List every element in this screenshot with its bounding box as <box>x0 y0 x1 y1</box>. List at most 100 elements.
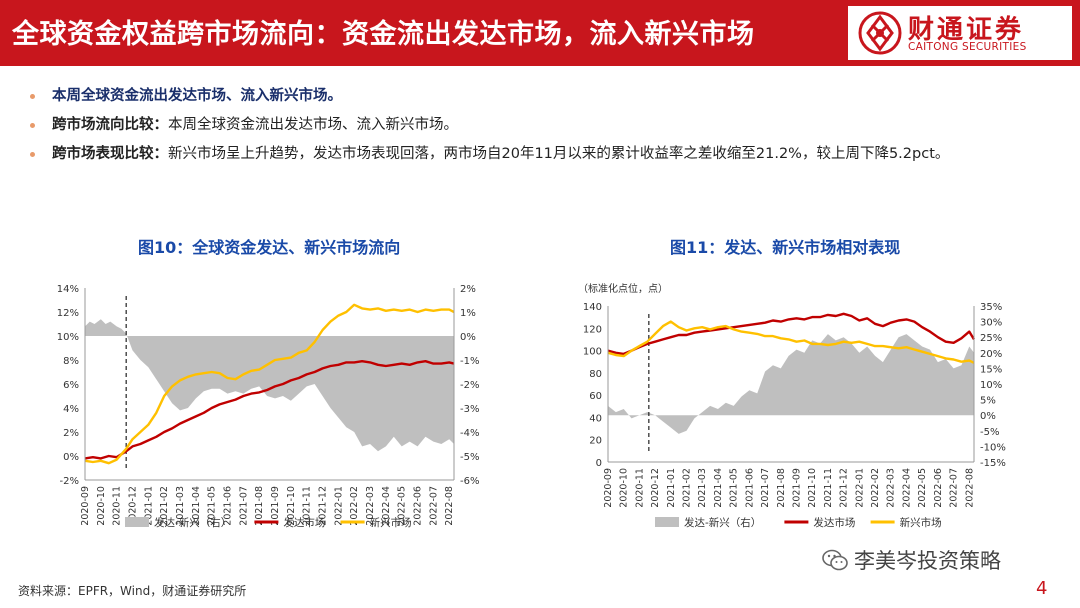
y-left-tick-label: 0 <box>596 458 602 469</box>
x-tick-label: 2021-10 <box>286 486 297 526</box>
x-tick-label: 2022-05 <box>917 468 928 508</box>
series-line-developed <box>607 312 976 356</box>
x-tick-label: 2022-04 <box>901 468 912 508</box>
y-right-tick-label: -5% <box>980 427 999 438</box>
page-title: 全球资金权益跨市场流向：资金流出发达市场，流入新兴市场 <box>12 19 755 50</box>
y-left-tick-label: 120 <box>583 324 602 335</box>
page-number: 4 <box>1036 578 1048 599</box>
x-tick-label: 2021-01 <box>666 468 677 508</box>
x-tick-label: 2020-12 <box>650 468 661 508</box>
chart1-title: 图10：全球资金发达、新兴市场流向 <box>138 238 401 257</box>
x-tick-label: 2020-12 <box>128 486 139 526</box>
y-right-tick-label: 2% <box>460 284 476 295</box>
x-tick-label: 2021-04 <box>191 486 202 526</box>
x-tick-label: 2021-06 <box>744 468 755 508</box>
y-left-tick-label: 140 <box>583 302 602 313</box>
bullet-item: 跨市场表现比较：新兴市场呈上升趋势，发达市场表现回落，两市场自20年11月以来的… <box>30 144 949 173</box>
x-tick-label: 2021-08 <box>776 468 787 508</box>
y-left-tick-label: 80 <box>589 369 602 380</box>
bullet-item: 本周全球资金流出发达市场、流入新兴市场。 <box>30 86 949 115</box>
y-left-tick-label: 10% <box>57 332 79 343</box>
x-tick-label: 2020-09 <box>603 468 614 508</box>
x-tick-label: 2021-08 <box>254 486 265 526</box>
unit-label: （标准化点位，点） <box>578 282 668 295</box>
y-right-tick-label: -2% <box>460 380 479 391</box>
x-tick-label: 2022-08 <box>444 486 455 526</box>
bullet-lead: 跨市场流向比较： <box>52 117 168 133</box>
x-tick-label: 2021-03 <box>697 468 708 508</box>
y-right-tick-label: -3% <box>460 404 479 415</box>
x-tick-label: 2021-02 <box>159 486 170 526</box>
x-tick-label: 2022-06 <box>413 486 424 526</box>
x-tick-label: 2020-10 <box>96 486 107 526</box>
wechat-icon <box>822 549 848 571</box>
x-tick-label: 2022-06 <box>933 468 944 508</box>
bullet-dot-icon <box>30 123 35 128</box>
x-tick-label: 2022-03 <box>365 486 376 526</box>
x-tick-label: 2021-07 <box>238 486 249 526</box>
series-area-diff <box>85 319 454 452</box>
legend-swatch-area <box>125 517 149 527</box>
y-right-tick-label: -15% <box>980 458 1006 469</box>
chart2-title: 图11：发达、新兴市场相对表现 <box>670 238 901 257</box>
y-right-tick-label: 35% <box>980 302 1002 313</box>
y-left-tick-label: -2% <box>60 476 79 487</box>
y-right-tick-label: 30% <box>980 318 1002 329</box>
bullet-item: 跨市场流向比较：本周全球资金流出发达市场、流入新兴市场。 <box>30 115 949 144</box>
x-tick-label: 2021-10 <box>807 468 818 508</box>
x-tick-label: 2022-08 <box>964 468 975 508</box>
x-tick-label: 2020-11 <box>634 468 645 508</box>
y-right-tick-label: -1% <box>460 356 479 367</box>
y-left-tick-label: 14% <box>57 284 79 295</box>
legend-swatch-area <box>655 517 679 527</box>
y-right-tick-label: 0% <box>460 332 476 343</box>
y-right-tick-label: -4% <box>460 428 479 439</box>
y-right-tick-label: 20% <box>980 349 1002 360</box>
y-right-tick-label: 15% <box>980 364 1002 375</box>
bullet-text: 本周全球资金流出发达市场、流入新兴市场。 <box>168 117 458 133</box>
logo: 财通证券 CAITONG SECURITIES <box>848 6 1072 60</box>
x-tick-label: 2021-03 <box>175 486 186 526</box>
series-line-developed <box>84 359 455 460</box>
series-line-emerging <box>84 303 455 465</box>
x-tick-label: 2021-11 <box>302 486 313 526</box>
x-tick-label: 2021-05 <box>207 486 218 526</box>
x-tick-label: 2022-01 <box>333 486 344 526</box>
y-right-tick-label: 5% <box>980 396 996 407</box>
y-left-tick-label: 4% <box>63 404 79 415</box>
x-tick-label: 2022-02 <box>870 468 881 508</box>
y-right-tick-label: -5% <box>460 452 479 463</box>
series-line-emerging <box>607 320 975 364</box>
summary-bullets: 本周全球资金流出发达市场、流入新兴市场。 跨市场流向比较：本周全球资金流出发达市… <box>30 86 949 173</box>
bullet-text: 新兴市场呈上升趋势，发达市场表现回落，两市场自20年11月以来的累计收益率之差收… <box>168 146 950 162</box>
x-tick-label: 2021-01 <box>143 486 154 526</box>
logo-en-text: CAITONG SECURITIES <box>908 41 1027 53</box>
legend-label: 新兴市场 <box>370 516 412 529</box>
chart1-svg: -2% 0% 2% 4% 6% 8% 10% 12% 14% -6% -5% -4% -3% -2% -1%… <box>57 284 480 529</box>
x-tick-label: 2021-09 <box>791 468 802 508</box>
y-right-tick-label: 10% <box>980 380 1002 391</box>
y-right-tick-label: 1% <box>460 308 476 319</box>
x-tick-label: 2022-01 <box>854 468 865 508</box>
y-right-tick-label: 25% <box>980 333 1002 344</box>
legend-label: 发达-新兴（右） <box>154 516 231 529</box>
x-tick-label: 2022-04 <box>381 486 392 526</box>
bullet-dot-icon <box>30 152 35 157</box>
legend-label: 发达市场 <box>283 516 325 529</box>
x-tick-label: 2021-11 <box>823 468 834 508</box>
source-note: 资料来源：EPFR，Wind，财通证券研究所 <box>18 584 247 598</box>
bullet-dot-icon <box>30 94 35 99</box>
x-tick-label: 2022-07 <box>949 468 960 508</box>
x-tick-label: 2021-06 <box>223 486 234 526</box>
y-left-tick-label: 40 <box>589 413 602 424</box>
logo-cn-text: 财通证券 <box>908 15 1025 45</box>
x-tick-label: 2022-07 <box>428 486 439 526</box>
y-right-tick-label: 0% <box>980 411 996 422</box>
x-tick-label: 2020-11 <box>112 486 123 526</box>
x-tick-label: 2021-05 <box>729 468 740 508</box>
y-left-tick-label: 8% <box>63 356 79 367</box>
x-tick-label: 2020-10 <box>619 468 630 508</box>
y-left-tick-label: 0% <box>63 452 79 463</box>
y-right-tick-label: -10% <box>980 442 1006 453</box>
x-tick-label: 2021-09 <box>270 486 281 526</box>
